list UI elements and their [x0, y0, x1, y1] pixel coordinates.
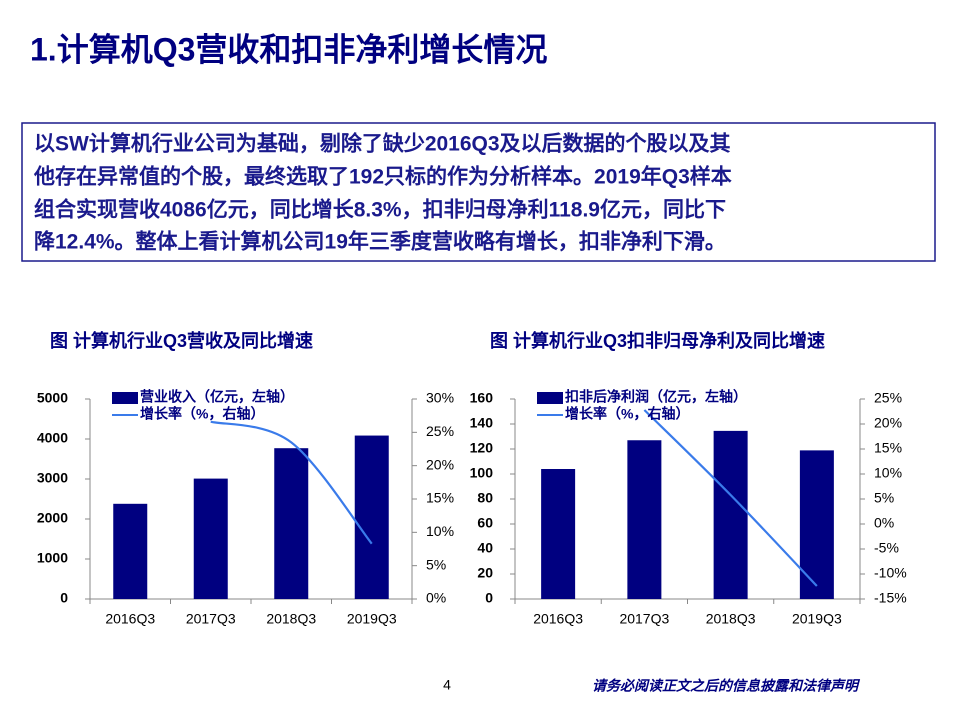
- growth-line: [210, 420, 373, 545]
- y-tick-label: 60: [477, 515, 493, 531]
- slide-title: 1.计算机Q3营收和扣非净利增长情况: [30, 31, 547, 67]
- y2-tick-label: 15%: [874, 440, 902, 456]
- y-tick-label: 0: [485, 590, 493, 606]
- summary-line: 降12.4%。整体上看计算机公司19年三季度营收略有增长，扣非净利下滑。: [34, 230, 726, 254]
- x-tick-label: 2019Q3: [347, 611, 397, 627]
- legend-swatch: [112, 392, 138, 404]
- bar: [541, 469, 576, 599]
- x-tick-label: 2019Q3: [792, 611, 842, 627]
- y2-tick-label: 25%: [426, 423, 454, 439]
- y2-tick-label: 10%: [874, 465, 902, 481]
- page-number: 4: [443, 677, 451, 693]
- y2-tick-label: -15%: [874, 590, 907, 606]
- y-tick-label: 100: [470, 465, 494, 481]
- chart-title: 图 计算机行业Q3营收及同比增速: [50, 330, 313, 351]
- legend-label: 增长率（%，右轴）: [140, 406, 264, 422]
- y2-tick-label: 15%: [426, 490, 454, 506]
- bar: [274, 448, 309, 599]
- y2-tick-label: 20%: [874, 415, 902, 431]
- y-tick-label: 80: [477, 490, 493, 506]
- y-tick-label: 1000: [37, 550, 68, 566]
- x-tick-label: 2016Q3: [533, 611, 583, 627]
- y-tick-label: 0: [60, 590, 68, 606]
- y-tick-label: 40: [477, 540, 493, 556]
- y2-tick-label: 25%: [874, 390, 902, 406]
- legend-swatch: [537, 392, 563, 404]
- y-tick-label: 120: [470, 440, 494, 456]
- y-tick-label: 2000: [37, 510, 68, 526]
- y2-tick-label: 20%: [426, 456, 454, 472]
- bar: [799, 450, 834, 599]
- legend-label: 扣非后净利润（亿元，左轴）: [565, 389, 747, 405]
- legend-label: 营业收入（亿元，左轴）: [140, 389, 294, 405]
- legend-label: 增长率（%，右轴）: [565, 406, 689, 422]
- x-tick-label: 2018Q3: [266, 611, 316, 627]
- y2-tick-label: 0%: [874, 515, 894, 531]
- y2-tick-label: -10%: [874, 565, 907, 581]
- x-tick-label: 2016Q3: [105, 611, 155, 627]
- x-tick-label: 2018Q3: [706, 611, 756, 627]
- y-tick-label: 140: [470, 415, 494, 431]
- bar: [193, 478, 228, 599]
- y-tick-label: 5000: [37, 390, 68, 406]
- y2-tick-label: 30%: [426, 390, 454, 406]
- y-tick-label: 4000: [37, 430, 68, 446]
- bar: [627, 440, 662, 599]
- summary-line: 他存在异常值的个股，最终选取了192只标的作为分析样本。2019年Q3样本: [33, 165, 732, 189]
- y2-tick-label: 5%: [426, 556, 446, 572]
- y2-tick-label: 0%: [426, 590, 446, 606]
- growth-line: [643, 409, 818, 587]
- footer: 请务必阅读正文之后的信息披露和法律声明: [592, 678, 861, 694]
- bar: [113, 503, 148, 599]
- y2-tick-label: 5%: [874, 490, 894, 506]
- bar: [354, 435, 389, 599]
- summary-box: [21, 122, 936, 262]
- y-tick-label: 160: [470, 390, 494, 406]
- x-tick-label: 2017Q3: [186, 611, 236, 627]
- bar: [713, 430, 748, 599]
- y-tick-label: 3000: [37, 470, 68, 486]
- x-tick-label: 2017Q3: [619, 611, 669, 627]
- y-tick-label: 20: [477, 565, 493, 581]
- y2-tick-label: -5%: [874, 540, 899, 556]
- chart-title: 图 计算机行业Q3扣非归母净利及同比增速: [490, 330, 825, 351]
- y2-tick-label: 10%: [426, 523, 454, 539]
- summary-line: 组合实现营收4086亿元，同比增长8.3%，扣非归母净利118.9亿元，同比下: [34, 198, 726, 222]
- summary-line: 以SW计算机行业公司为基础，剔除了缺少2016Q3及以后数据的个股以及其: [34, 132, 731, 156]
